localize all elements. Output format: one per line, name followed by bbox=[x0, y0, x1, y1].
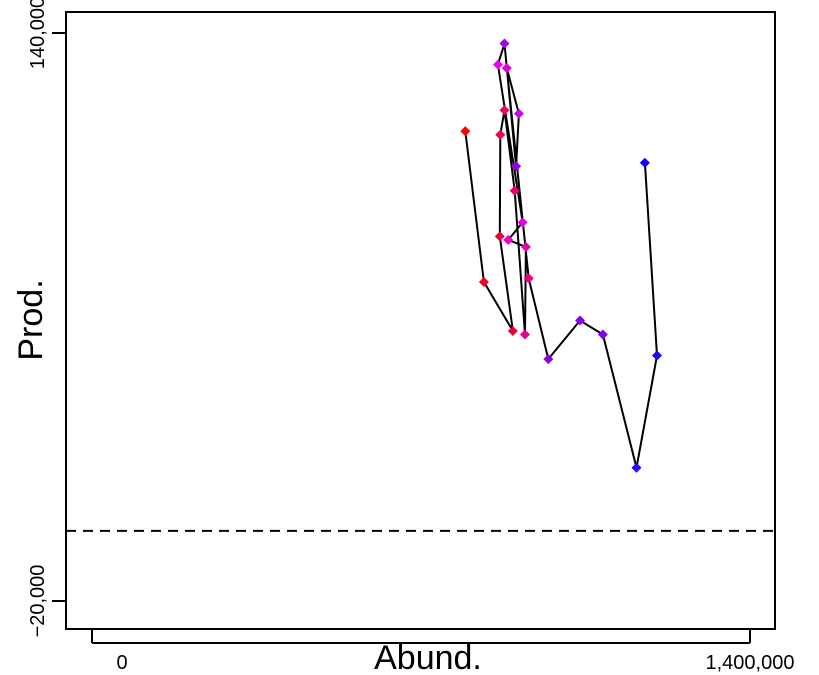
data-point bbox=[507, 326, 518, 337]
y-tick-label: 140,000 bbox=[27, 0, 49, 69]
data-point bbox=[509, 185, 520, 196]
data-point bbox=[517, 217, 528, 228]
data-point bbox=[520, 241, 531, 252]
data-point bbox=[519, 329, 530, 340]
data-point bbox=[513, 108, 524, 119]
data-point bbox=[631, 462, 642, 473]
data-point bbox=[460, 126, 471, 137]
data-point bbox=[597, 329, 608, 340]
data-point bbox=[495, 129, 506, 140]
x-axis-title: Abund. bbox=[374, 639, 482, 675]
data-point bbox=[478, 276, 489, 287]
data-point bbox=[523, 273, 534, 284]
data-point bbox=[511, 161, 522, 172]
data-point bbox=[499, 38, 510, 49]
data-point bbox=[492, 59, 503, 70]
y-tick-label: −20,000 bbox=[27, 565, 49, 638]
data-point bbox=[575, 315, 586, 326]
plot-frame bbox=[65, 11, 776, 630]
data-point bbox=[501, 63, 512, 74]
series-line bbox=[464, 43, 659, 468]
series-layer bbox=[460, 38, 662, 473]
y-axis-title: Prod. bbox=[12, 279, 50, 360]
data-point bbox=[494, 231, 505, 242]
x-tick-label: 0 bbox=[116, 652, 127, 674]
data-point bbox=[639, 157, 650, 168]
data-point bbox=[503, 234, 514, 245]
data-point bbox=[651, 350, 662, 361]
data-point bbox=[499, 105, 510, 116]
data-point bbox=[543, 354, 554, 365]
x-tick-label: 1,400,000 bbox=[706, 652, 795, 674]
